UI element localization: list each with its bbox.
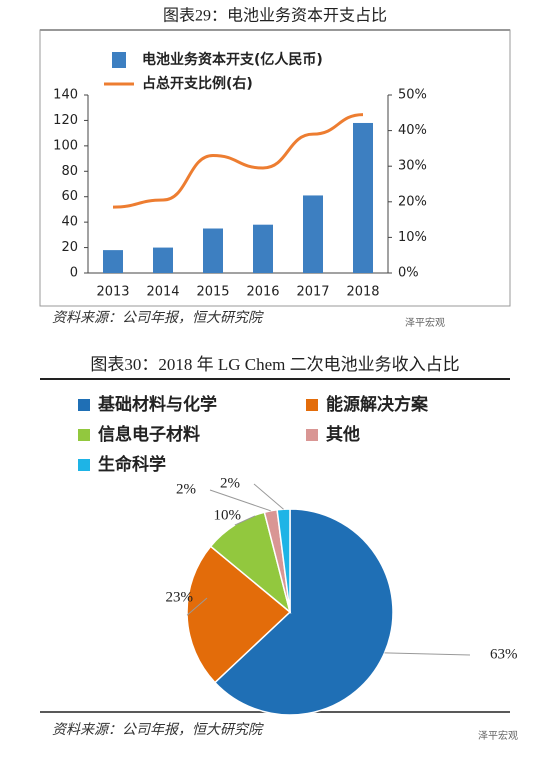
legend-label: 能源解决方案: [326, 394, 429, 415]
y2-tick-label: 10%: [398, 230, 427, 245]
data-label: 23%: [166, 589, 194, 605]
bar: [103, 250, 123, 273]
y2-tick-label: 20%: [398, 194, 427, 209]
bar: [253, 224, 273, 273]
bar: [303, 195, 323, 273]
legend-swatch: [112, 52, 126, 68]
y-tick-label: 60: [61, 189, 78, 204]
y-tick-label: 140: [53, 88, 78, 103]
legend-label: 电池业务资本开支(亿人民币): [142, 51, 323, 68]
y-tick-label: 40: [61, 215, 78, 230]
x-tick-label: 2018: [346, 285, 379, 300]
x-tick-label: 2016: [246, 285, 279, 300]
leader-line: [234, 515, 256, 526]
legend-swatch: [78, 399, 90, 411]
leader-line: [384, 652, 471, 656]
y2-tick-label: 0%: [398, 266, 419, 281]
pie-slice: [276, 508, 291, 613]
legend-label: 其他: [326, 424, 360, 445]
data-label: 2%: [176, 481, 196, 497]
y2-tick-label: 40%: [398, 123, 427, 138]
bar: [203, 228, 223, 273]
x-tick-label: 2015: [196, 285, 229, 300]
figure-title: 图表29：电池业务资本开支占比: [163, 7, 387, 25]
legend-label: 生命科学: [98, 454, 166, 475]
leader-line: [253, 483, 284, 510]
legend-swatch: [78, 429, 90, 441]
data-label: 63%: [490, 646, 518, 662]
x-tick-label: 2017: [296, 285, 329, 300]
leader-line: [186, 597, 208, 616]
data-label: 10%: [214, 507, 242, 523]
y-tick-label: 120: [53, 113, 78, 128]
data-label: 2%: [220, 475, 240, 491]
legend-label: 信息电子材料: [98, 424, 200, 445]
legend-label: 基础材料与化学: [97, 394, 217, 415]
pie-slice: [213, 508, 394, 716]
x-tick-label: 2013: [96, 285, 129, 300]
leader-line: [209, 489, 271, 512]
y2-tick-label: 30%: [398, 159, 427, 174]
source: 资料来源：公司年报，恒大研究院: [52, 722, 264, 738]
y-tick-label: 20: [61, 240, 78, 255]
figure-title: 图表30：2018 年 LG Chem 二次电池业务收入占比: [90, 355, 459, 374]
legend-swatch: [306, 429, 318, 441]
source: 资料来源：公司年报，恒大研究院: [52, 310, 264, 326]
frame: [39, 29, 511, 307]
x-tick-label: 2014: [146, 285, 179, 300]
y-tick-label: 100: [53, 138, 78, 153]
y-tick-label: 0: [70, 266, 78, 281]
legend-swatch: [78, 459, 90, 471]
y2-tick-label: 50%: [398, 88, 427, 103]
legend-label: 占总开支比例(右): [142, 75, 253, 92]
y-tick-label: 80: [61, 164, 78, 179]
watermark: 泽平宏观: [405, 316, 445, 329]
bar: [353, 122, 373, 273]
watermark: 泽平宏观: [478, 729, 518, 742]
bar: [153, 247, 173, 273]
line: [112, 113, 364, 209]
legend-swatch: [306, 399, 318, 411]
